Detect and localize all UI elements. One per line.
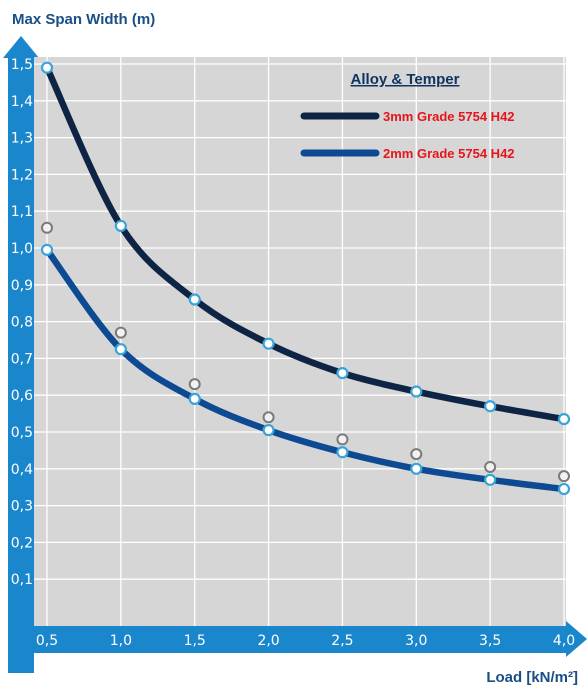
y-tick-label: 0,4 — [11, 462, 33, 478]
y-axis-bar — [3, 36, 39, 673]
data-point-grey — [410, 448, 423, 461]
data-point-1 — [557, 482, 571, 496]
data-point-0 — [114, 219, 127, 233]
y-tick-label: 1,1 — [11, 204, 33, 220]
data-point-grey — [558, 470, 570, 483]
y-tick-label: 0,5 — [11, 425, 33, 441]
y-tick-label: 1,2 — [11, 167, 33, 183]
data-point-grey — [114, 326, 127, 339]
grid-lines — [34, 57, 566, 626]
x-tick-label: 3,5 — [479, 633, 501, 649]
data-point-0 — [40, 61, 54, 74]
data-point-grey — [484, 460, 497, 473]
y-tick-label: 1,0 — [11, 241, 33, 257]
y-tick-label: 0,3 — [11, 499, 33, 515]
x-tick-label: 1,5 — [184, 633, 206, 649]
data-point-1 — [40, 243, 54, 256]
data-point-0 — [336, 367, 349, 380]
data-point-1 — [484, 473, 497, 486]
y-tick-label: 0,1 — [11, 572, 33, 588]
legend-label-2mm: 2mm Grade 5754 H42 — [383, 146, 515, 161]
data-point-grey — [188, 378, 201, 391]
data-point-1 — [262, 424, 275, 437]
data-point-1 — [410, 462, 423, 475]
x-tick-label: 0,5 — [36, 633, 58, 649]
data-point-grey — [262, 411, 275, 424]
y-tick-label: 0,2 — [11, 535, 33, 551]
legend-title: Alloy & Temper — [351, 71, 460, 88]
x-tick-label: 1,0 — [110, 633, 132, 649]
plot-area — [34, 57, 566, 626]
data-point-0 — [188, 293, 201, 306]
y-tick-label: 1,5 — [11, 57, 33, 73]
y-tick-label: 0,7 — [11, 351, 33, 367]
x-tick-label: 2,5 — [331, 633, 353, 649]
y-tick-label: 0,9 — [11, 278, 33, 294]
y-tick-label: 0,8 — [11, 315, 33, 331]
x-axis-bar — [8, 621, 587, 657]
x-tick-label: 3,0 — [405, 633, 427, 649]
data-point-1 — [114, 343, 127, 356]
x-tick-label: 4,0 — [553, 633, 575, 649]
data-point-1 — [188, 392, 201, 405]
data-point-0 — [262, 337, 275, 350]
y-tick-labels: 0,1 0,2 0,3 0,4 0,5 0,6 0,7 0,8 0,9 1,0 1,1 1,2 1,3 1… — [11, 57, 33, 588]
data-point-0 — [410, 385, 423, 398]
data-point-0 — [484, 400, 497, 413]
data-point-grey — [336, 433, 349, 446]
y-axis-title: Max Span Width (m) — [12, 11, 155, 28]
series-group — [40, 61, 571, 496]
x-tick-label: 2,0 — [257, 633, 279, 649]
y-tick-label: 1,3 — [11, 131, 33, 147]
x-tick-labels: 0,5 1,0 1,5 2,0 2,5 3,0 3,5 4,0 — [36, 633, 575, 649]
y-tick-label: 1,4 — [11, 94, 33, 110]
x-axis-title: Load [kN/m²] — [486, 669, 578, 686]
data-point-grey — [41, 221, 53, 234]
y-tick-label: 0,6 — [11, 388, 33, 404]
data-point-0 — [557, 413, 571, 426]
data-point-1 — [336, 446, 349, 459]
legend-label-3mm: 3mm Grade 5754 H42 — [383, 109, 515, 124]
legend: Alloy & Temper 3mm Grade 5754 H42 2mm Gr… — [300, 71, 515, 161]
